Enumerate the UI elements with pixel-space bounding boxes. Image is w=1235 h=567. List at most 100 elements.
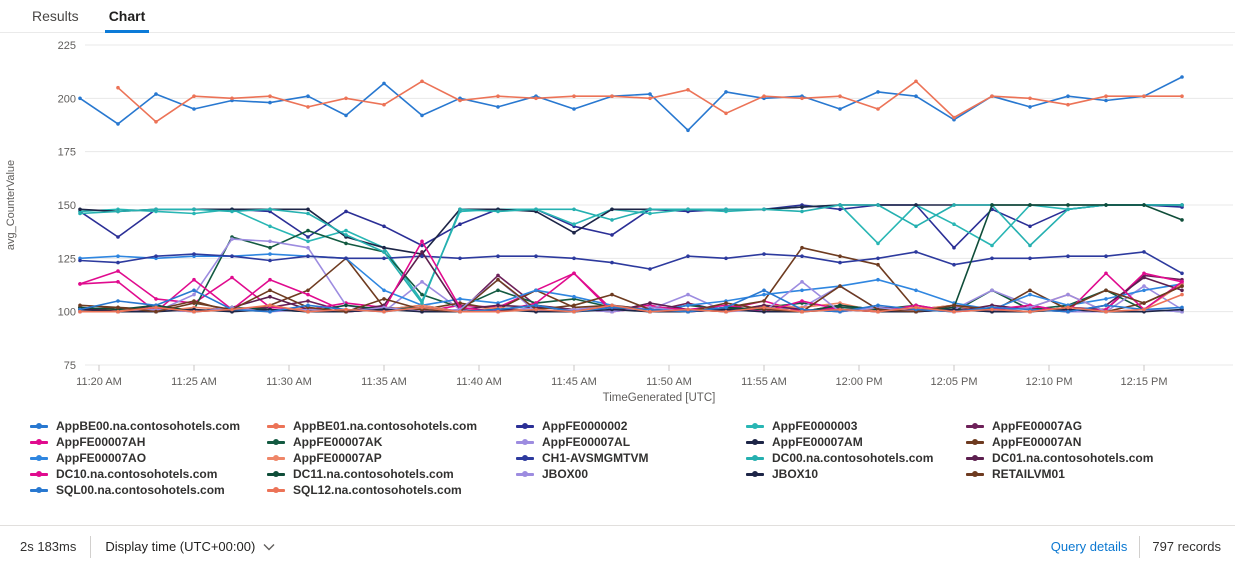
data-point <box>610 207 614 212</box>
series-line-AppFE00007AH <box>79 270 1183 313</box>
series-line-AppFE00007AM <box>79 204 1182 255</box>
legend-label: SQL12.na.contosohotels.com <box>293 483 462 497</box>
legend-item[interactable]: AppFE00007AP <box>267 451 516 465</box>
data-point <box>572 309 576 314</box>
data-point <box>572 303 576 308</box>
data-point <box>572 230 576 235</box>
legend-item[interactable]: AppFE00007AO <box>30 451 267 465</box>
data-point <box>610 233 614 237</box>
legend-item[interactable]: CH1-AVSMGMTVM <box>516 451 746 465</box>
data-point <box>344 307 348 312</box>
x-tick-label: 11:50 AM <box>646 376 692 388</box>
legend-label: AppFE00007AO <box>56 451 147 465</box>
tab-chart[interactable]: Chart <box>104 1 149 33</box>
data-point <box>1028 256 1032 261</box>
legend-swatch-icon <box>30 455 48 461</box>
status-bar: 2s 183ms Display time (UTC+00:00) Query … <box>0 525 1235 567</box>
data-point <box>1142 307 1146 312</box>
data-point <box>192 94 196 98</box>
data-point <box>154 207 158 212</box>
query-details-link[interactable]: Query details <box>1050 539 1128 554</box>
data-point <box>952 245 956 250</box>
legend-item[interactable]: JBOX10 <box>746 467 966 481</box>
data-point <box>1066 305 1070 310</box>
data-point <box>306 228 310 233</box>
data-point <box>838 107 842 111</box>
legend-swatch-icon <box>966 423 984 429</box>
data-point <box>610 218 614 222</box>
data-point <box>1180 203 1184 207</box>
legend-swatch-icon <box>966 439 984 445</box>
legend-item[interactable]: DC10.na.contosohotels.com <box>30 467 267 481</box>
data-point <box>1180 75 1184 79</box>
data-point <box>648 211 652 216</box>
data-point <box>306 239 310 244</box>
data-point <box>1180 271 1184 276</box>
data-point <box>192 309 196 314</box>
legend-item[interactable]: AppFE0000003 <box>746 419 966 433</box>
data-point <box>534 207 538 212</box>
legend-item[interactable]: DC11.na.contosohotels.com <box>267 467 516 481</box>
legend-item[interactable]: RETAILVM01 <box>966 467 1229 481</box>
data-point <box>154 92 158 96</box>
data-point <box>268 207 272 212</box>
data-point <box>78 309 82 314</box>
data-point <box>116 254 120 258</box>
data-point <box>306 292 310 297</box>
data-point <box>1180 305 1184 310</box>
data-point <box>1028 288 1032 293</box>
data-point <box>952 115 956 120</box>
tab-results[interactable]: Results <box>32 8 79 24</box>
legend-item[interactable]: DC00.na.contosohotels.com <box>746 451 966 465</box>
records-count: 797 records <box>1152 539 1221 554</box>
data-point <box>572 222 576 226</box>
data-point <box>1142 275 1146 280</box>
x-tick-label: 11:55 AM <box>741 376 787 388</box>
data-point <box>800 254 804 258</box>
data-point <box>458 301 462 305</box>
data-point <box>952 222 956 226</box>
chevron-down-icon <box>263 543 275 551</box>
data-point <box>192 292 196 297</box>
display-time-dropdown[interactable]: Display time (UTC+00:00) <box>105 539 275 554</box>
legend-item[interactable]: AppFE00007AM <box>746 435 966 449</box>
legend-item[interactable]: AppFE0000002 <box>516 419 746 433</box>
legend-item[interactable]: AppFE00007AL <box>516 435 746 449</box>
y-tick-label: 75 <box>64 360 76 372</box>
legend-item[interactable]: SQL12.na.contosohotels.com <box>267 483 516 497</box>
data-point <box>154 309 158 314</box>
legend-item[interactable]: DC01.na.contosohotels.com <box>966 451 1229 465</box>
legend-item[interactable]: AppFE00007AN <box>966 435 1229 449</box>
legend-item[interactable]: AppFE00007AH <box>30 435 267 449</box>
series-line-JBOX10 <box>79 308 1183 313</box>
data-point <box>420 292 424 297</box>
data-point <box>876 107 880 111</box>
legend-item[interactable]: SQL00.na.contosohotels.com <box>30 483 267 497</box>
legend-label: AppFE0000003 <box>772 419 858 433</box>
legend-item[interactable]: AppFE00007AG <box>966 419 1229 433</box>
y-axis-title: avg_CounterValue <box>5 160 17 250</box>
data-point <box>78 258 82 263</box>
data-point <box>762 94 766 98</box>
data-point <box>724 90 728 94</box>
data-point <box>686 292 690 297</box>
data-point <box>534 303 538 308</box>
data-point <box>572 207 576 212</box>
legend-item[interactable]: AppFE00007AK <box>267 435 516 449</box>
data-point <box>534 288 538 293</box>
legend-item[interactable]: AppBE01.na.contosohotels.com <box>267 419 516 433</box>
data-point <box>116 280 120 284</box>
data-point <box>572 294 576 299</box>
data-point <box>1142 250 1146 254</box>
data-point <box>344 233 348 237</box>
legend-item[interactable]: JBOX00 <box>516 467 746 481</box>
data-point <box>192 288 196 293</box>
data-point <box>686 254 690 258</box>
legend-item[interactable]: AppBE00.na.contosohotels.com <box>30 419 267 433</box>
data-point <box>420 113 424 118</box>
data-point <box>1104 288 1108 293</box>
data-point <box>382 309 386 314</box>
series-line-CH1-AVSMGMTVM <box>79 251 1183 274</box>
data-point <box>800 309 804 314</box>
